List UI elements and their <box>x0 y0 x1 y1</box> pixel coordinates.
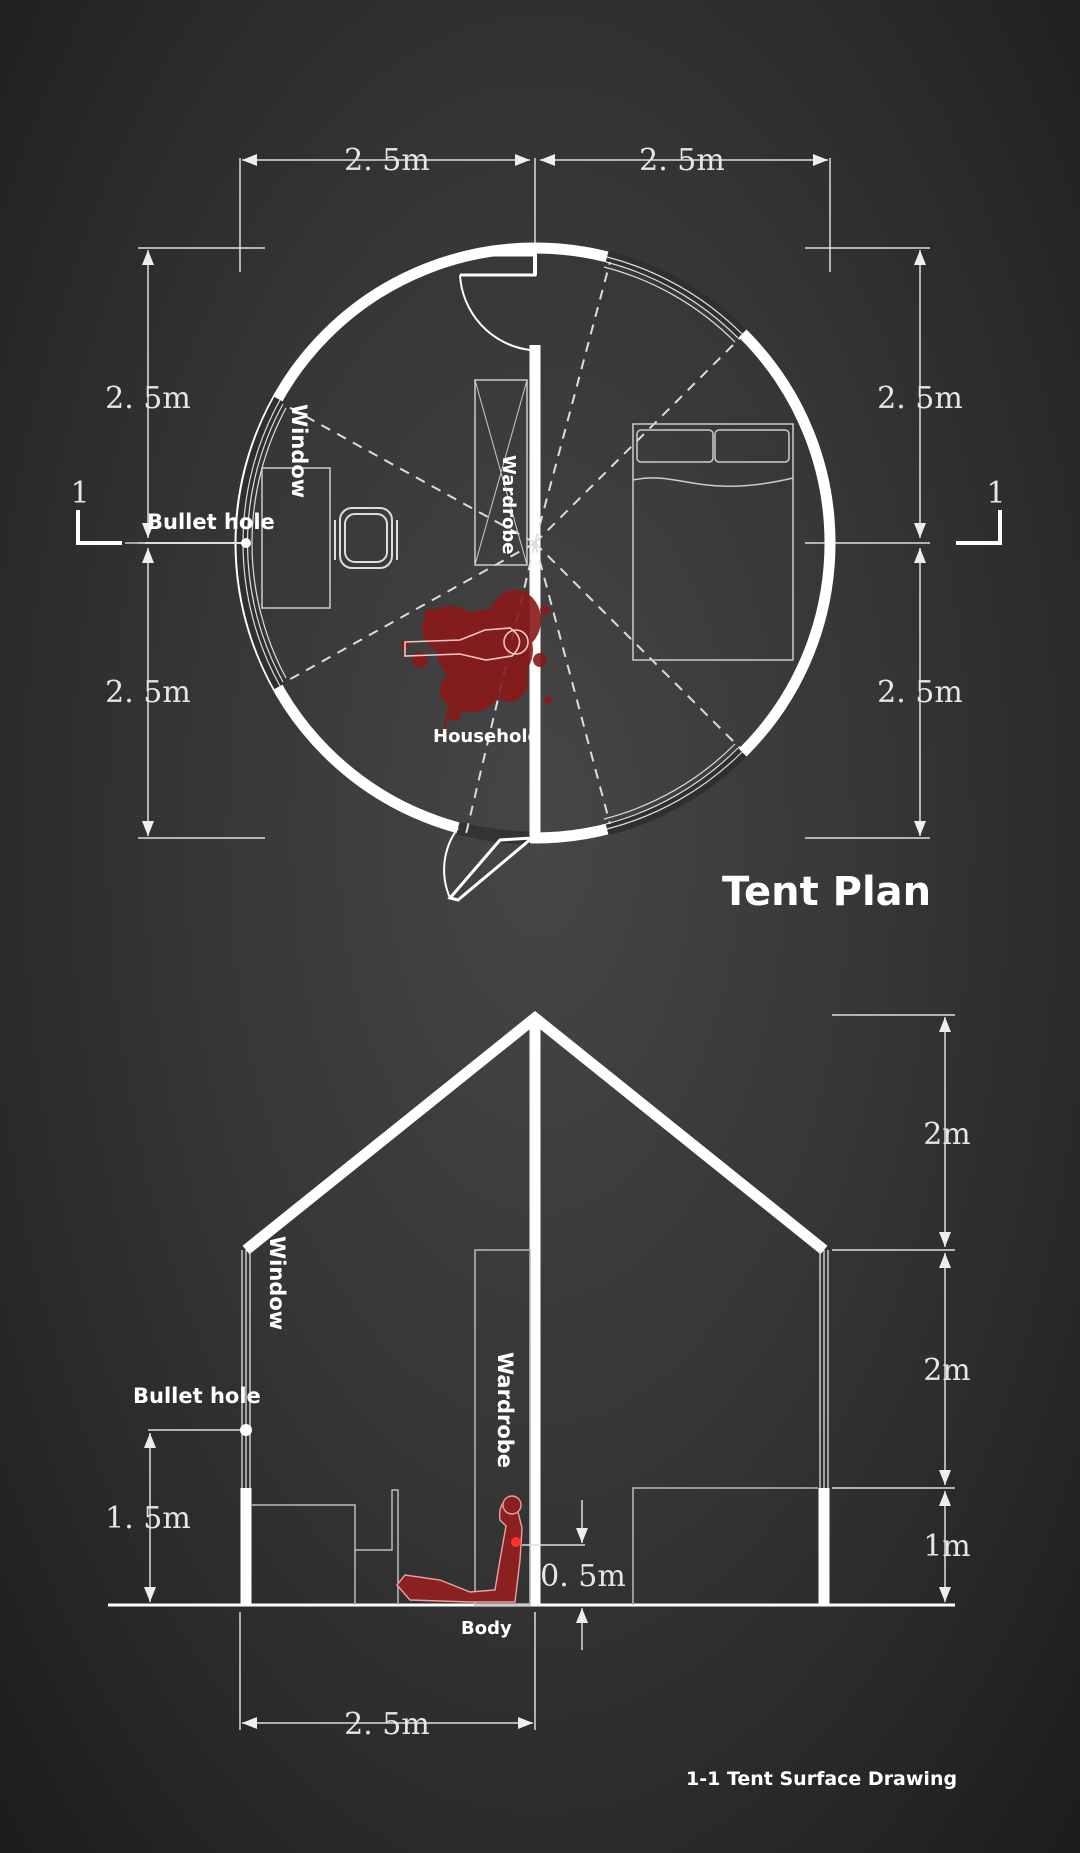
plan-household-label: Household <box>433 726 540 747</box>
plan-title: Tent Plan <box>722 869 931 915</box>
section-mark-right-label: 1 <box>986 476 1005 511</box>
chair <box>334 507 398 569</box>
section-right-wall <box>818 1250 830 1605</box>
plan-window-lower-right <box>603 743 747 836</box>
plan-dim-right-lower: 2. 5m <box>877 675 963 710</box>
plan-wardrobe-label: Wardrobe <box>498 455 519 554</box>
plan-dim-right-upper: 2. 5m <box>877 381 963 416</box>
body-wound <box>511 1537 521 1547</box>
top-door <box>459 250 537 351</box>
plan-window-upper-right <box>603 250 747 343</box>
section-window-label: Window <box>265 1236 289 1330</box>
section-desk <box>252 1489 399 1605</box>
plan-wardrobe <box>474 379 528 566</box>
section-dim-right-mid: 2m <box>923 1353 971 1388</box>
section-bed <box>632 1487 818 1605</box>
section-wardrobe-label: Wardrobe <box>493 1352 517 1468</box>
section-bullet-hole-label: Bullet hole <box>133 1384 261 1408</box>
desk <box>261 467 331 609</box>
section-dim-body-height: 0. 5m <box>540 1559 626 1594</box>
section-wardrobe <box>474 1249 531 1606</box>
section-right-dimension <box>832 1014 955 1602</box>
section-body-dimension <box>522 1500 588 1650</box>
plan-bullet-hole-label: Bullet hole <box>147 510 275 534</box>
section-title: 1-1 Tent Surface Drawing <box>686 1768 957 1790</box>
section-dim-right-bottom: 1m <box>923 1529 971 1564</box>
plan-bullet-hole-marker <box>241 538 251 548</box>
plan-right-dimension <box>805 247 930 839</box>
section-mark-left-label: 1 <box>70 476 89 511</box>
section-body-label: Body <box>461 1618 512 1639</box>
bottom-door <box>443 827 537 902</box>
door-opening <box>456 821 531 845</box>
plan-top-dimension <box>239 154 831 272</box>
section-dim-right-top: 2m <box>923 1117 971 1152</box>
section-left-wall <box>240 1250 252 1605</box>
plan-body <box>404 627 529 661</box>
section-mark-right <box>956 510 1002 545</box>
section-dim-left-height: 1. 5m <box>105 1501 191 1536</box>
section-body <box>396 1495 523 1603</box>
section-bottom-dimension <box>239 1612 536 1730</box>
section-mark-left <box>76 510 122 545</box>
blood-splatter <box>401 590 552 745</box>
bed <box>632 423 794 661</box>
section-left-dimension <box>144 1429 240 1602</box>
dashed-rays <box>284 261 741 839</box>
tent-section: 2m 2m 1m 1. 5m 0. 5m 2. 5m Window Bullet… <box>105 1010 971 1790</box>
plan-dim-top-left: 2. 5m <box>344 143 430 178</box>
plan-dim-top-right: 2. 5m <box>639 143 725 178</box>
tent-plan: 2. 5m 2. 5m 2. 5m 2. 5m 2. 5m 2. 5m 1 <box>70 143 1005 915</box>
section-dim-bottom-width: 2. 5m <box>344 1707 430 1742</box>
section-bullet-hole-marker <box>240 1424 252 1436</box>
plan-dim-left-upper: 2. 5m <box>105 381 191 416</box>
plan-window-label: Window <box>287 404 311 498</box>
section-roof <box>242 1010 828 1255</box>
plan-dim-left-lower: 2. 5m <box>105 675 191 710</box>
